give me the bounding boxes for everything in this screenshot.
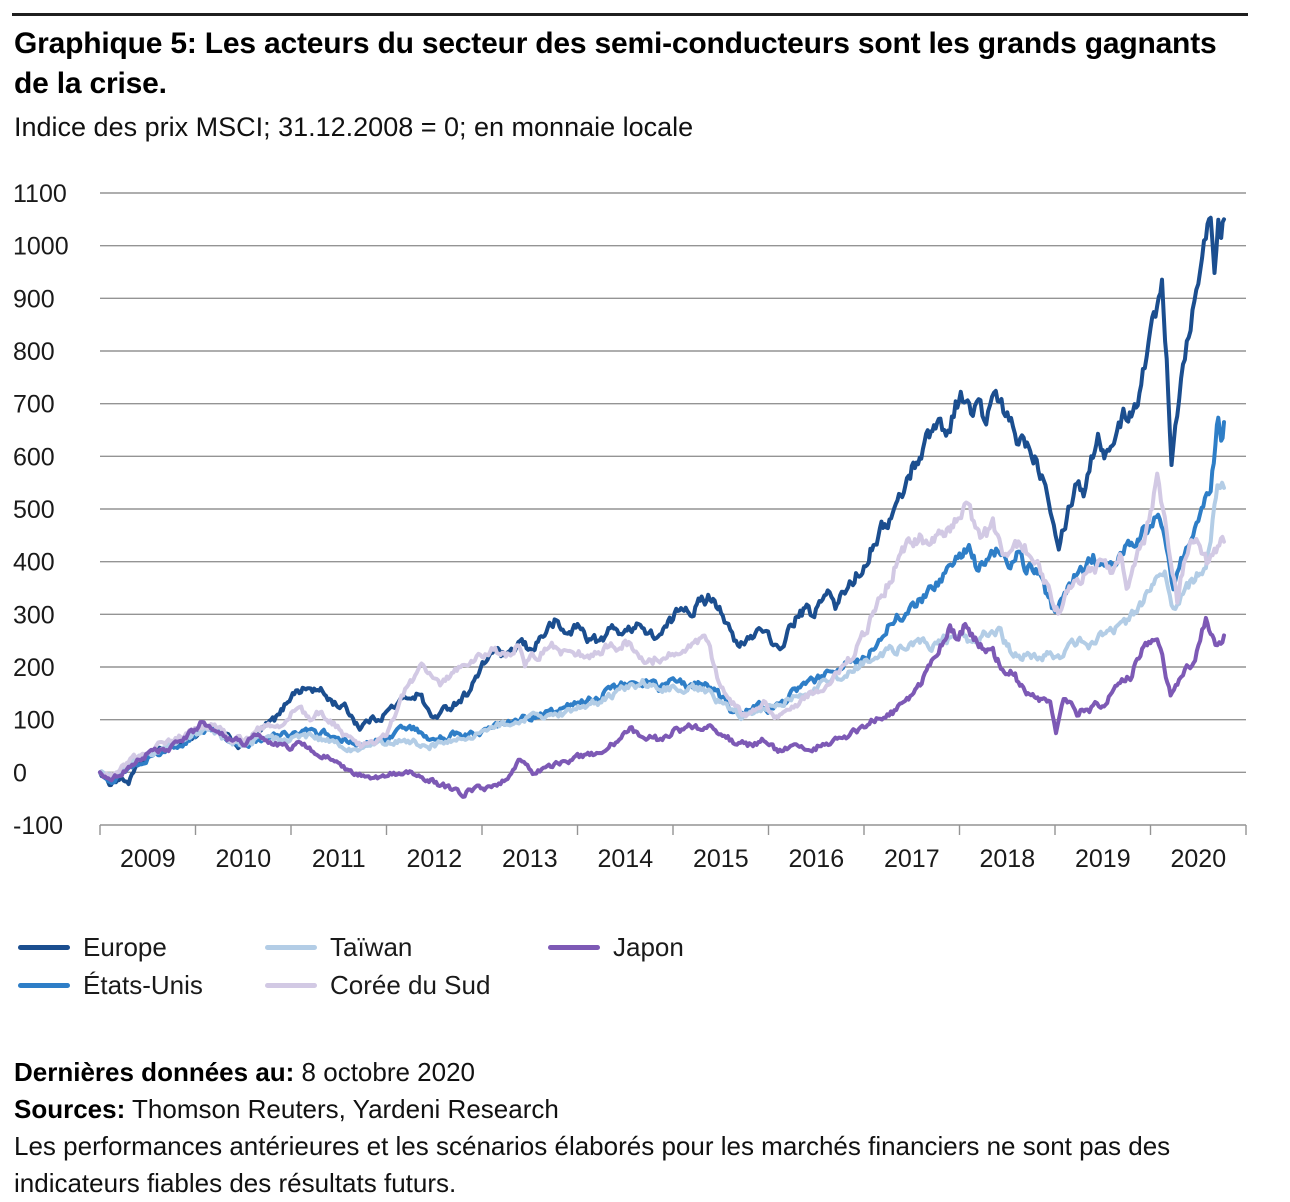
chart-footer: Dernières données au: 8 octobre 2020 Sou… xyxy=(14,1054,1189,1202)
legend-swatch-europe xyxy=(18,944,70,950)
svg-text:500: 500 xyxy=(13,496,55,524)
svg-text:300: 300 xyxy=(13,601,55,629)
last-data-value: 8 octobre 2020 xyxy=(301,1057,476,1087)
svg-text:700: 700 xyxy=(13,391,55,419)
legend-label-etats-unis: États-Unis xyxy=(83,969,203,1000)
sources-row: Sources: Thomson Reuters, Yardeni Resear… xyxy=(14,1091,1189,1128)
last-data-row: Dernières données au: 8 octobre 2020 xyxy=(14,1054,1189,1091)
y-axis-labels: -100 0 100 200 300 400 500 600 700 800 900 1000 1100 xyxy=(13,180,69,840)
chart-title: Graphique 5: Les acteurs du secteur des … xyxy=(14,27,1217,100)
svg-text:2012: 2012 xyxy=(406,845,462,870)
legend-item-japon: Japon xyxy=(548,928,684,966)
svg-text:2014: 2014 xyxy=(597,845,653,870)
legend-label-taiwan: Taïwan xyxy=(330,931,413,962)
series-line-japon xyxy=(98,615,1226,799)
x-axis-labels: 2009 2010 2011 2012 2013 2014 2015 2016 2017 2018… xyxy=(120,845,1226,870)
svg-text:200: 200 xyxy=(13,654,55,682)
chart-legend: Europe États-Unis Taïwan Corée du Sud Japon xyxy=(0,928,1290,1012)
svg-text:2019: 2019 xyxy=(1075,845,1131,870)
series-line-taiwan xyxy=(98,480,1226,780)
sources-label: Sources: xyxy=(14,1094,126,1124)
chart-subtitle: Indice des prix MSCI; 31.12.2008 = 0; en… xyxy=(14,112,694,142)
series-lines xyxy=(98,215,1226,799)
svg-text:2009: 2009 xyxy=(120,845,176,870)
svg-text:2016: 2016 xyxy=(788,845,844,870)
legend-swatch-coree-du-sud xyxy=(265,982,317,988)
legend-label-japon: Japon xyxy=(613,931,684,962)
legend-item-europe: Europe xyxy=(18,928,203,966)
svg-text:1000: 1000 xyxy=(13,233,69,261)
line-chart: -100 0 100 200 300 400 500 600 700 800 900 1000 1100… xyxy=(0,170,1290,870)
svg-text:-100: -100 xyxy=(13,812,63,840)
legend-item-coree-du-sud: Corée du Sud xyxy=(265,966,490,1004)
legend-column-1: Europe États-Unis xyxy=(18,928,203,1004)
legend-item-etats-unis: États-Unis xyxy=(18,966,203,1004)
legend-label-coree-du-sud: Corée du Sud xyxy=(330,969,491,1000)
legend-swatch-taiwan xyxy=(265,944,317,950)
x-axis xyxy=(99,825,1247,835)
series-line-coree-du-sud xyxy=(98,471,1226,779)
svg-text:800: 800 xyxy=(13,338,55,366)
svg-text:2020: 2020 xyxy=(1170,845,1226,870)
sources-value: Thomson Reuters, Yardeni Research xyxy=(132,1094,559,1124)
svg-text:600: 600 xyxy=(13,443,55,471)
svg-text:100: 100 xyxy=(13,707,55,735)
svg-text:2010: 2010 xyxy=(215,845,271,870)
legend-swatch-japon xyxy=(548,944,600,950)
svg-text:2013: 2013 xyxy=(502,845,558,870)
legend-column-2: Taïwan Corée du Sud xyxy=(265,928,490,1004)
svg-text:900: 900 xyxy=(13,285,55,313)
svg-text:2011: 2011 xyxy=(312,845,366,870)
legend-label-europe: Europe xyxy=(83,931,167,962)
last-data-label: Dernières données au: xyxy=(14,1057,295,1087)
svg-text:400: 400 xyxy=(13,549,55,577)
top-rule-divider xyxy=(12,13,1248,16)
legend-swatch-etats-unis xyxy=(18,982,70,988)
svg-text:2015: 2015 xyxy=(693,845,749,870)
series-line-europe xyxy=(98,215,1226,788)
legend-item-taiwan: Taïwan xyxy=(265,928,490,966)
series-line-etats-unis xyxy=(98,415,1226,785)
svg-text:2017: 2017 xyxy=(884,845,940,870)
legend-column-3: Japon xyxy=(548,928,684,966)
disclaimer-text: Les performances antérieures et les scén… xyxy=(14,1131,1171,1198)
svg-text:0: 0 xyxy=(13,759,27,787)
svg-text:2018: 2018 xyxy=(979,845,1035,870)
svg-text:1100: 1100 xyxy=(13,180,67,208)
